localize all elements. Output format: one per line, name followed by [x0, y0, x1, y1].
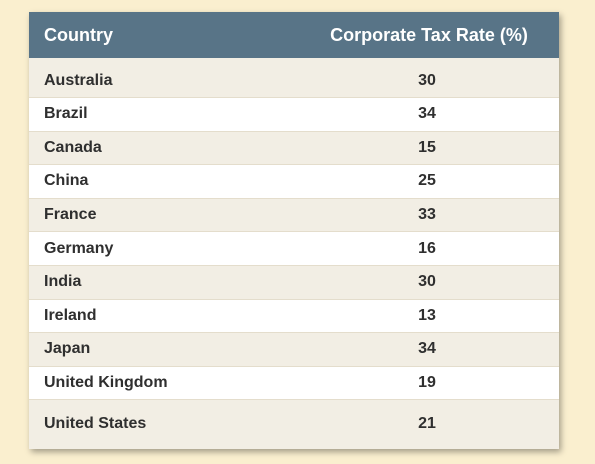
table-header: Country Corporate Tax Rate (%)	[29, 12, 559, 58]
table-row: Germany 16	[29, 231, 559, 265]
cell-country: United States	[44, 415, 147, 433]
tax-rate-table: Country Corporate Tax Rate (%) Australia…	[29, 12, 559, 449]
cell-country: China	[44, 172, 89, 190]
table-row: Brazil 34	[29, 97, 559, 131]
cell-country: United Kingdom	[44, 374, 168, 392]
cell-country: Brazil	[44, 105, 88, 123]
table-row: Australia 30	[29, 58, 559, 97]
table-body: Australia 30 Brazil 34 Canada 15 China 2…	[29, 58, 559, 449]
table-row: United Kingdom 19	[29, 365, 559, 400]
cell-country: Germany	[44, 239, 114, 257]
cell-rate: 16	[418, 239, 436, 257]
cell-rate: 30	[418, 71, 436, 89]
table-row: United States 21	[29, 399, 559, 449]
table-row: Ireland 13	[29, 298, 559, 333]
cell-rate: 25	[418, 172, 436, 190]
cell-rate: 30	[418, 273, 436, 291]
header-tax-rate: Corporate Tax Rate (%)	[330, 25, 528, 45]
cell-rate: 21	[418, 415, 436, 433]
table-row: France 33	[29, 197, 559, 232]
cell-rate: 34	[418, 105, 436, 123]
cell-rate: 15	[418, 138, 436, 156]
header-country: Country	[44, 25, 113, 45]
table-row: China 25	[29, 164, 559, 198]
cell-country: Ireland	[44, 306, 97, 324]
table-row: Japan 34	[29, 332, 559, 366]
cell-rate: 13	[418, 306, 436, 324]
cell-rate: 19	[418, 374, 436, 392]
cell-rate: 33	[418, 206, 436, 224]
cell-country: Canada	[44, 138, 102, 156]
table-row: Canada 15	[29, 130, 559, 165]
cell-rate: 34	[418, 340, 436, 358]
cell-country: France	[44, 206, 97, 224]
cell-country: India	[44, 273, 82, 291]
table-row: India 30	[29, 264, 559, 299]
cell-country: Japan	[44, 340, 91, 358]
cell-country: Australia	[44, 71, 113, 89]
